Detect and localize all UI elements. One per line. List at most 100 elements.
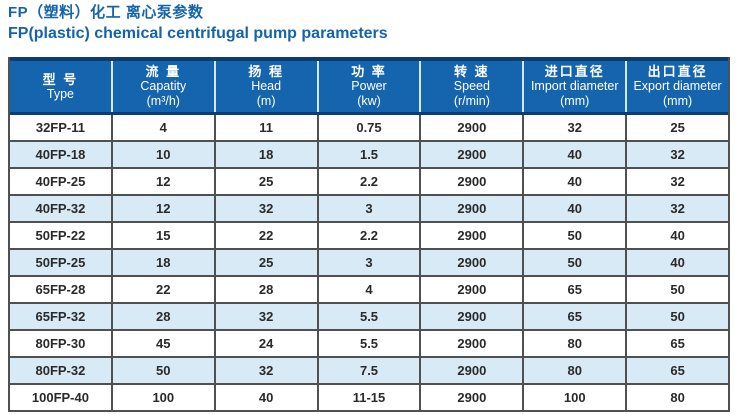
cell-value: 22 — [110, 277, 214, 302]
column-header-unit: (m) — [256, 94, 276, 108]
cell-value: 2.2 — [316, 169, 420, 194]
cell-value: 80 — [522, 331, 625, 356]
column-header-zh: 转 速 — [454, 64, 490, 79]
column-header-import-diameter: 进口直径 Import diameter (mm) — [522, 61, 625, 112]
cell-value: 2900 — [419, 304, 522, 329]
title-block: FP（塑料）化工 离心泵参数 FP(plastic) chemical cent… — [8, 3, 388, 44]
cell-value: 65 — [625, 358, 728, 383]
cell-value: 24 — [213, 331, 317, 356]
cell-value: 1.5 — [316, 142, 420, 167]
cell-value: 40 — [625, 250, 728, 275]
pump-model: 40FP-18 — [35, 147, 86, 162]
table-row-40FP-25: 40FP-25 12 25 2.2 2900 40 32 — [10, 167, 728, 194]
pump-model: 50FP-25 — [35, 255, 86, 270]
cell-value: 25 — [213, 169, 317, 194]
column-header-zh: 进口直径 — [544, 64, 605, 79]
column-header-zh: 流 量 — [145, 64, 182, 79]
column-header-speed: 转 速 Speed (r/min) — [419, 61, 522, 112]
cell-value: 5.5 — [316, 331, 420, 356]
cell-value: 32 — [213, 358, 317, 383]
cell-value: 18 — [110, 250, 214, 275]
column-header-zh: 扬 程 — [248, 64, 284, 79]
cell-value: 40 — [522, 196, 625, 221]
page-title-english: FP(plastic) chemical centrifugal pump pa… — [8, 25, 388, 42]
cell-value: 32 — [213, 196, 317, 221]
pump-model: 65FP-32 — [35, 309, 86, 324]
pump-model: 50FP-22 — [35, 228, 86, 243]
cell-value: 7.5 — [316, 358, 420, 383]
table-row-65FP-28: 65FP-28 22 28 4 2900 65 50 — [10, 275, 728, 302]
cell-value: 2900 — [419, 223, 522, 248]
cell-value: 2900 — [419, 277, 522, 302]
cell-value: 2900 — [419, 250, 522, 275]
cell-value: 40 — [625, 223, 728, 248]
cell-value: 65 — [522, 304, 625, 329]
table-row-32FP-11: 32FP-11 4 11 0.75 2900 32 25 — [10, 115, 728, 140]
cell-value: 2900 — [419, 358, 522, 383]
table-body: 32FP-11 4 11 0.75 2900 32 25 40FP-18 10 18 1.5 2900… — [10, 115, 728, 410]
cell-value: 0.75 — [316, 115, 420, 140]
cell-value: 2900 — [419, 142, 522, 167]
pump-model: 65FP-28 — [35, 282, 86, 297]
column-header-unit: (kw) — [357, 94, 381, 108]
cell-value: 50 — [522, 250, 625, 275]
cell-value: 12 — [110, 196, 214, 221]
cell-value: 11 — [213, 115, 317, 140]
cell-value: 2900 — [419, 115, 522, 140]
cell-value: 11-15 — [316, 385, 420, 410]
pump-model: 40FP-25 — [35, 174, 86, 189]
cell-value: 50 — [522, 223, 625, 248]
cell-value: 65 — [522, 277, 625, 302]
cell-value: 32 — [625, 196, 728, 221]
cell-value: 25 — [625, 115, 728, 140]
column-header-en: Export diameter — [633, 79, 722, 93]
table-row-40FP-18: 40FP-18 10 18 1.5 2900 40 32 — [10, 140, 728, 167]
cell-value: 65 — [625, 331, 728, 356]
column-header-type: 型 号 Type — [10, 61, 111, 112]
column-header-en: Capatity — [140, 79, 187, 93]
column-header-en: Head — [251, 79, 282, 93]
column-header-en: Type — [46, 86, 74, 101]
table-row-50FP-25: 50FP-25 18 25 3 2900 50 40 — [10, 248, 728, 275]
cell-value: 28 — [110, 304, 214, 329]
cell-value: 10 — [110, 142, 214, 167]
table-row-80FP-32: 80FP-32 50 32 7.5 2900 80 65 — [10, 356, 728, 383]
cell-value: 2900 — [419, 385, 522, 410]
cell-value: 40 — [213, 385, 317, 410]
table-row-50FP-22: 50FP-22 15 22 2.2 2900 50 40 — [10, 221, 728, 248]
column-header-export-diameter: 出口直径 Export diameter (mm) — [625, 61, 728, 112]
cell-value: 32 — [522, 115, 625, 140]
column-header-capatity: 流 量 Capatity (m³/h) — [110, 61, 214, 112]
cell-value: 100 — [110, 385, 214, 410]
cell-value: 50 — [625, 304, 728, 329]
column-header-zh: 型 号 — [42, 71, 79, 87]
pump-model: 40FP-32 — [35, 201, 86, 216]
cell-value: 18 — [213, 142, 317, 167]
pump-model: 80FP-32 — [35, 363, 86, 378]
column-header-zh: 出口直径 — [647, 64, 708, 79]
table-row-40FP-32: 40FP-32 12 32 3 2900 40 32 — [10, 194, 728, 221]
pump-model: 100FP-40 — [31, 390, 89, 405]
cell-value: 3 — [316, 250, 420, 275]
column-header-unit: (mm) — [560, 94, 590, 108]
cell-value: 12 — [110, 169, 214, 194]
column-header-head: 扬 程 Head (m) — [213, 61, 317, 112]
cell-value: 40 — [522, 142, 625, 167]
cell-value: 2900 — [419, 169, 522, 194]
cell-value: 100 — [522, 385, 625, 410]
column-header-power: 功 率 Power (kw) — [316, 61, 420, 112]
column-header-en: Power — [351, 79, 387, 93]
cell-value: 25 — [213, 250, 317, 275]
table-header-row: 型 号 Type 流 量 Capatity (m³/h) 扬 程 Head (m) 功 率 Pow… — [10, 57, 728, 115]
cell-value: 50 — [625, 277, 728, 302]
cell-value: 32 — [625, 142, 728, 167]
cell-value: 3 — [316, 196, 420, 221]
column-header-unit: (r/min) — [453, 94, 490, 108]
cell-value: 80 — [522, 358, 625, 383]
cell-value: 4 — [110, 115, 214, 140]
cell-value: 28 — [213, 277, 317, 302]
cell-value: 40 — [522, 169, 625, 194]
column-header-zh: 功 率 — [351, 64, 387, 79]
cell-value: 50 — [110, 358, 214, 383]
